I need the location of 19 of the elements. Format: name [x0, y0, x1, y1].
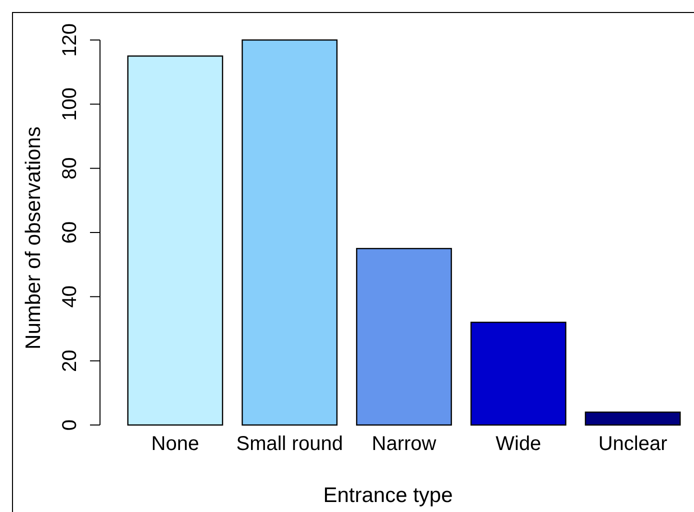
x-tick-label: Wide: [496, 433, 542, 455]
bar: [127, 55, 224, 426]
bar: [470, 322, 566, 426]
bar: [584, 412, 681, 426]
y-tick-label: 60: [59, 221, 81, 244]
y-tick-label: 80: [59, 157, 81, 180]
y-tick-label: 120: [59, 23, 81, 57]
y-tick-label: 0: [59, 419, 81, 431]
x-tick-label: Narrow: [372, 433, 437, 455]
y-tick-label: 20: [59, 350, 81, 372]
x-axis-title: Entrance type: [323, 484, 453, 507]
y-axis-title: Number of observations: [22, 126, 45, 350]
bar: [356, 248, 452, 426]
bar: [242, 39, 338, 426]
x-tick-label: Small round: [236, 433, 343, 455]
x-tick-label: Unclear: [598, 433, 668, 455]
y-tick-label: 40: [59, 286, 81, 308]
y-tick-label: 100: [59, 87, 81, 121]
x-tick-label: None: [151, 433, 200, 455]
